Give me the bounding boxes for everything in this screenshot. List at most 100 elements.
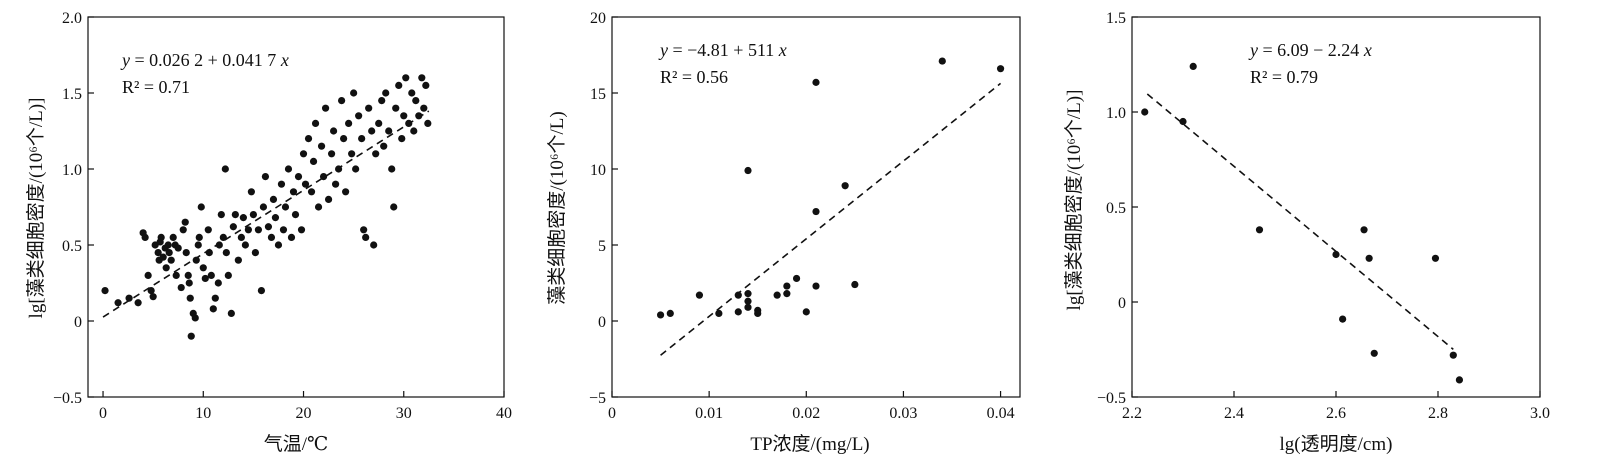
y-tick-label: 1.0 [62,162,82,179]
y-tick-label: 1.0 [1106,105,1126,122]
data-point [666,309,674,317]
data-point [1365,254,1373,262]
data-point [172,271,180,279]
data-point [134,299,142,307]
y-tick-label: 2.0 [62,10,82,27]
data-point [184,271,192,279]
data-point [365,104,373,112]
data-point [355,112,363,120]
data-point [1255,226,1264,234]
chart-3-ylabel: lg[藻类细胞密度/(10⁶个/L)] [1063,90,1085,311]
data-point [370,241,378,249]
data-point [319,173,328,181]
data-point [297,226,306,234]
data-point [174,244,182,252]
data-point [284,165,293,173]
regression-line [1146,93,1454,350]
data-point [186,294,194,302]
y-tick-label: 0 [1118,295,1126,312]
x-tick-label: 30 [396,405,412,422]
data-point [335,165,343,173]
data-point [277,180,286,188]
chart-3-equation: y = 6.09 − 2.24 x [1248,40,1372,60]
data-point [415,112,423,120]
plot-frame [1131,16,1541,398]
data-point [382,89,390,97]
data-point [234,256,242,264]
data-point [247,188,255,196]
data-point [304,135,313,143]
y-tick-label: −0.5 [53,390,82,407]
y-tick-label: 1.5 [62,86,82,103]
data-point [224,271,232,279]
data-point [179,226,187,234]
data-point [754,309,762,317]
data-point [418,74,426,82]
data-point [410,127,418,135]
data-point [159,253,167,261]
data-point [199,264,207,272]
chart-2-r2: R² = 0.56 [660,67,728,87]
data-point [261,173,270,181]
y-tick-label: 10 [590,162,606,179]
data-point [1189,62,1197,70]
data-point [207,271,215,279]
data-point [281,203,290,211]
data-point [1141,108,1149,116]
chart-2-equation: y = −4.81 + 511 x [658,40,787,60]
y-tick-label: 5 [598,238,606,255]
data-point [241,241,249,249]
data-point [194,241,202,249]
data-point [395,81,403,89]
data-point [192,256,200,264]
data-point [1339,315,1347,323]
data-point [372,150,380,158]
chart-1-xlabel: 气温/℃ [264,433,329,455]
data-point [314,203,323,211]
data-point [422,81,430,89]
data-point [408,89,416,97]
data-point [744,297,752,305]
data-point [149,293,157,301]
data-point [289,188,298,196]
data-point [274,241,283,249]
data-point [338,97,346,105]
x-tick-label: 2.8 [1428,405,1448,422]
regression-line [660,82,1002,356]
y-tick-label: 20 [590,10,606,27]
data-point [812,78,820,86]
data-point [101,287,109,295]
data-point [237,233,245,241]
data-point [215,241,223,249]
data-point [307,188,316,196]
data-point [783,282,791,290]
data-point [181,218,189,226]
data-point [841,182,849,190]
data-point [390,203,398,211]
data-point [197,203,205,211]
y-tick-label: 0 [74,314,82,331]
data-point [362,233,370,241]
x-tick-label: 2.4 [1224,405,1244,422]
y-tick-label: 1.5 [1106,10,1126,27]
chart-2-xlabel: TP浓度/(mg/L) [750,433,869,455]
data-point [424,119,432,127]
data-point [1431,254,1440,262]
chart-2-ylabel: 藻类细胞密度/(10⁶个/L) [546,111,568,304]
data-point [792,274,801,283]
plot-frame [87,16,505,398]
data-point [321,104,330,112]
data-point [360,226,368,234]
data-point [375,119,383,127]
data-point [744,303,752,311]
data-point [327,150,336,158]
data-point [227,309,235,317]
chart-1-r2: R² = 0.71 [122,77,190,97]
data-point [204,226,212,234]
x-tick-label: 20 [296,405,312,422]
chart-1-ylabel: lg[藻类细胞密度/(10⁶个/L)] [25,98,47,319]
data-point [301,180,310,188]
data-point [345,119,353,127]
data-point [1179,117,1187,126]
data-point [380,142,388,150]
